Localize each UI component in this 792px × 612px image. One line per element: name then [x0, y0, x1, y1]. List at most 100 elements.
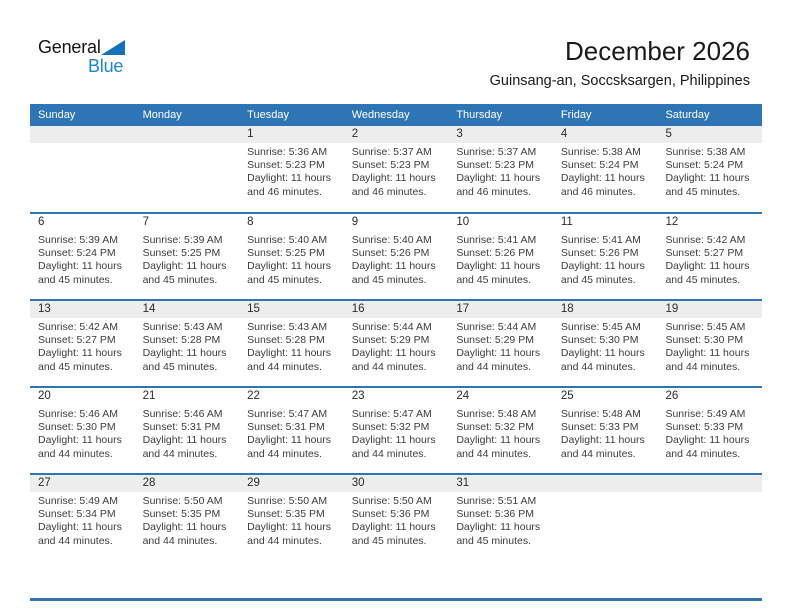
sunset-line: Sunset: 5:36 PM: [456, 508, 534, 521]
day-details: Sunrise: 5:50 AM Sunset: 5:35 PM Daylight:…: [239, 492, 344, 548]
daylight-line-1: Daylight: 11 hours: [247, 260, 332, 273]
sunset-line: Sunset: 5:34 PM: [38, 508, 116, 521]
day-details: Sunrise: 5:50 AM Sunset: 5:35 PM Daylight:…: [135, 492, 240, 548]
day-cell-12: 12 Sunrise: 5:42 AM Sunset: 5:27 PM Dayligh…: [657, 214, 762, 299]
logo-text-blue: Blue: [88, 56, 124, 76]
sunrise-line: Sunrise: 5:44 AM: [351, 321, 432, 333]
daylight-line-2: and 44 minutes.: [665, 360, 741, 373]
day-number: 21: [142, 390, 156, 402]
daylight-line-2: and 45 minutes.: [560, 273, 636, 286]
daylight-line-2: and 45 minutes.: [38, 273, 113, 286]
logo-text-general: General: [38, 37, 101, 57]
day-number: 22: [247, 390, 260, 402]
sunrise-line: Sunrise: 5:37 AM: [351, 146, 432, 158]
day-number: 31: [448, 475, 553, 492]
day-details: Sunrise: 5:47 AM Sunset: 5:32 PM Daylight:…: [344, 405, 449, 461]
daylight-line-2: and 45 minutes.: [456, 273, 532, 286]
daylight-line-2: and 45 minutes.: [351, 534, 427, 547]
day-details: Sunrise: 5:48 AM Sunset: 5:33 PM Daylight:…: [553, 405, 658, 461]
daylight-line-1: Daylight: 11 hours: [247, 434, 332, 447]
day-details: Sunrise: 5:37 AM Sunset: 5:23 PM Daylight:…: [344, 143, 449, 199]
day-details: Sunrise: 5:38 AM Sunset: 5:24 PM Daylight:…: [657, 143, 762, 199]
sunrise-line: Sunrise: 5:49 AM: [665, 408, 746, 420]
sunrise-line: Sunrise: 5:49 AM: [38, 495, 118, 507]
day-cell-6: 6 Sunrise: 5:39 AM Sunset: 5:24 PM Daylight…: [30, 214, 135, 299]
daylight-line-1: Daylight: 11 hours: [456, 260, 541, 273]
sunrise-line: Sunrise: 5:44 AM: [456, 321, 537, 333]
daylight-line-2: and 44 minutes.: [456, 447, 532, 460]
day-details: Sunrise: 5:51 AM Sunset: 5:36 PM Daylight:…: [448, 492, 553, 548]
sunset-line: Sunset: 5:32 PM: [351, 421, 430, 434]
day-details: Sunrise: 5:41 AM Sunset: 5:26 PM Daylight:…: [553, 231, 658, 287]
day-cell-18: 18 Sunrise: 5:45 AM Sunset: 5:30 PM Dayligh…: [552, 301, 658, 386]
daylight-line-2: and 44 minutes.: [142, 534, 218, 547]
sunset-line: Sunset: 5:30 PM: [665, 334, 744, 347]
daylight-line-1: Daylight: 11 hours: [456, 434, 541, 447]
day-cell-25: 25 Sunrise: 5:48 AM Sunset: 5:33 PM Dayligh…: [553, 388, 658, 473]
daylight-line-2: and 44 minutes.: [142, 447, 218, 460]
sunset-line: Sunset: 5:31 PM: [142, 421, 221, 434]
sunrise-line: Sunrise: 5:38 AM: [665, 146, 746, 158]
page-title: December 2026: [565, 36, 750, 66]
day-number: 15: [239, 301, 344, 318]
weekday-header-wednesday: Wednesday: [351, 109, 410, 121]
empty-day-cell: [30, 126, 135, 212]
sunrise-line: Sunrise: 5:39 AM: [142, 234, 223, 246]
day-cell-5: 5 Sunrise: 5:38 AM Sunset: 5:24 PM Daylight…: [657, 126, 763, 212]
day-number: [552, 475, 658, 492]
daylight-line-1: Daylight: 11 hours: [456, 521, 541, 534]
daylight-line-1: Daylight: 11 hours: [247, 172, 332, 185]
sunset-line: Sunset: 5:28 PM: [247, 334, 325, 347]
weekday-header-monday: Monday: [142, 109, 182, 121]
general-blue-logo: General Blue: [38, 38, 158, 84]
day-cell-31: 31 Sunrise: 5:51 AM Sunset: 5:36 PM Dayligh…: [448, 475, 553, 598]
sunset-line: Sunset: 5:30 PM: [560, 334, 639, 347]
sunset-line: Sunset: 5:24 PM: [560, 159, 639, 172]
sunrise-line: Sunrise: 5:47 AM: [247, 408, 328, 420]
day-number: 28: [134, 475, 240, 492]
day-number: 18: [552, 301, 658, 318]
day-details: Sunrise: 5:50 AM Sunset: 5:36 PM Daylight:…: [344, 492, 449, 548]
daylight-line-1: Daylight: 11 hours: [560, 434, 645, 447]
sunrise-line: Sunrise: 5:43 AM: [142, 321, 223, 333]
daylight-line-2: and 44 minutes.: [560, 360, 636, 373]
day-number: 6: [38, 216, 45, 228]
day-number: 3: [448, 126, 553, 143]
daylight-line-1: Daylight: 11 hours: [665, 172, 750, 185]
day-cell-22: 22 Sunrise: 5:47 AM Sunset: 5:31 PM Dayligh…: [239, 388, 344, 473]
daylight-line-2: and 44 minutes.: [351, 360, 427, 373]
day-cell-19: 19 Sunrise: 5:45 AM Sunset: 5:30 PM Dayligh…: [657, 301, 763, 386]
daylight-line-1: Daylight: 11 hours: [38, 521, 122, 534]
sunrise-line: Sunrise: 5:46 AM: [38, 408, 118, 420]
sunset-line: Sunset: 5:35 PM: [247, 508, 325, 521]
day-cell-1: 1 Sunrise: 5:36 AM Sunset: 5:23 PM Daylight…: [239, 126, 344, 212]
daylight-line-2: and 45 minutes.: [142, 273, 218, 286]
sunset-line: Sunset: 5:33 PM: [665, 421, 744, 434]
day-number: 1: [239, 126, 344, 143]
day-number: 24: [456, 390, 470, 402]
week-row-3: 13 Sunrise: 5:42 AM Sunset: 5:27 PM Dayligh…: [30, 299, 763, 386]
daylight-line-2: and 44 minutes.: [351, 447, 427, 460]
daylight-line-1: Daylight: 11 hours: [351, 260, 436, 273]
day-details: Sunrise: 5:45 AM Sunset: 5:30 PM Daylight:…: [657, 318, 762, 374]
sunset-line: Sunset: 5:28 PM: [142, 334, 221, 347]
daylight-line-1: Daylight: 11 hours: [560, 172, 645, 185]
day-details: Sunrise: 5:36 AM Sunset: 5:23 PM Daylight:…: [239, 143, 344, 199]
day-number: 8: [247, 216, 254, 228]
day-cell-16: 16 Sunrise: 5:44 AM Sunset: 5:29 PM Dayligh…: [343, 301, 449, 386]
day-cell-7: 7 Sunrise: 5:39 AM Sunset: 5:25 PM Daylight…: [135, 214, 240, 299]
daylight-line-2: and 44 minutes.: [456, 360, 532, 373]
daylight-line-2: and 46 minutes.: [247, 185, 322, 198]
sunrise-line: Sunrise: 5:50 AM: [247, 495, 328, 507]
sunset-line: Sunset: 5:25 PM: [142, 247, 221, 260]
sunrise-line: Sunrise: 5:45 AM: [560, 321, 641, 333]
day-number: 14: [134, 301, 240, 318]
empty-day-cell: [552, 475, 658, 598]
daylight-line-1: Daylight: 11 hours: [560, 260, 645, 273]
daylight-line-2: and 45 minutes.: [351, 273, 427, 286]
sunset-line: Sunset: 5:23 PM: [456, 159, 534, 172]
daylight-line-2: and 45 minutes.: [665, 185, 741, 198]
day-number: 27: [30, 475, 135, 492]
day-number: 25: [560, 390, 574, 402]
sunrise-line: Sunrise: 5:36 AM: [247, 146, 328, 158]
